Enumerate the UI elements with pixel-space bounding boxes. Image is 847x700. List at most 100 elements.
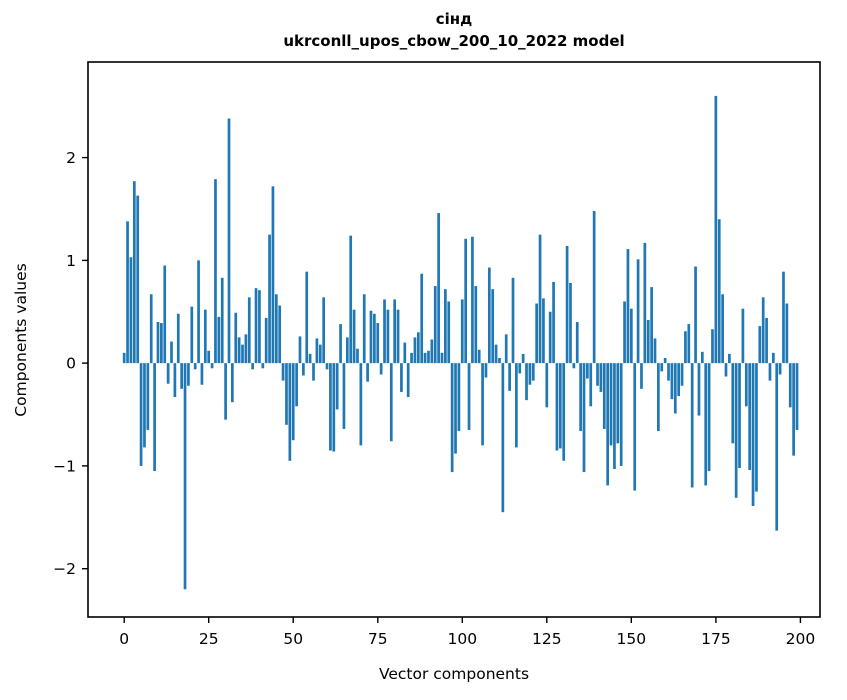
bar: [700, 351, 704, 364]
bar: [724, 363, 728, 377]
bar: [359, 363, 363, 446]
bar: [271, 186, 275, 364]
bar: [542, 298, 545, 364]
bar: [224, 363, 227, 420]
bar: [444, 289, 447, 364]
bar: [447, 301, 451, 364]
bar: [129, 257, 133, 364]
bar: [775, 363, 779, 531]
bar: [126, 221, 129, 364]
bar: [264, 317, 268, 364]
bar: [308, 353, 312, 364]
bar: [596, 363, 599, 386]
bar: [677, 363, 681, 397]
bar: [768, 363, 772, 381]
bar: [416, 332, 420, 364]
bar: [302, 363, 305, 376]
bar: [741, 308, 745, 364]
bar: [785, 303, 789, 364]
bar: [285, 363, 288, 425]
bar: [481, 363, 484, 446]
bar: [626, 249, 630, 364]
bar: [349, 235, 353, 364]
bar: [525, 363, 528, 401]
bar: [373, 313, 376, 364]
bar: [589, 363, 593, 407]
bar: [548, 311, 552, 364]
bar: [234, 312, 238, 364]
bar: [420, 273, 424, 364]
bar: [629, 308, 633, 364]
bar: [579, 363, 582, 431]
bar: [312, 363, 315, 381]
bar: [149, 294, 153, 364]
x-tick-label: 150: [617, 630, 647, 648]
y-axis-label: Components values: [12, 263, 30, 416]
x-tick-label: 200: [786, 630, 816, 648]
y-tick-label: 0: [66, 355, 76, 373]
y-tick-label: 1: [66, 252, 76, 270]
bar: [187, 363, 190, 386]
bar: [214, 179, 217, 364]
bar: [153, 363, 156, 472]
bar: [474, 286, 478, 364]
bar: [430, 339, 434, 364]
bar: [362, 294, 366, 364]
bar: [457, 363, 461, 431]
bar: [778, 363, 782, 375]
bar: [650, 287, 653, 364]
x-tick-label: 50: [283, 630, 303, 648]
bar: [528, 363, 532, 385]
bar: [274, 294, 278, 364]
bar: [190, 306, 194, 364]
bar: [714, 95, 718, 364]
bar: [122, 352, 126, 364]
bar: [146, 363, 150, 430]
bar: [325, 363, 329, 370]
y-tick-label: −1: [53, 457, 76, 475]
bar: [673, 363, 677, 414]
bar: [515, 363, 518, 448]
bar: [761, 297, 765, 364]
bar: [569, 282, 572, 364]
x-tick-label: 100: [448, 630, 478, 648]
bar: [227, 118, 231, 364]
x-tick-label: 125: [532, 630, 562, 648]
bar: [501, 363, 505, 513]
bar: [376, 323, 380, 364]
bar: [721, 294, 724, 364]
bar: [717, 219, 721, 364]
bar: [454, 363, 457, 454]
bar: [170, 341, 173, 364]
bar: [281, 363, 285, 381]
bar: [220, 277, 224, 364]
bar: [291, 363, 295, 441]
bar: [203, 309, 207, 364]
bar: [494, 344, 498, 364]
bar: [623, 301, 626, 364]
bar: [477, 349, 481, 364]
bar: [562, 363, 566, 461]
bar: [707, 363, 711, 472]
bar: [531, 363, 535, 381]
bar: [315, 338, 319, 364]
bar: [460, 299, 464, 364]
bar: [413, 337, 417, 364]
bar: [592, 211, 596, 364]
bar: [613, 363, 616, 469]
bar: [251, 363, 255, 370]
bar: [471, 236, 474, 364]
bar: [329, 363, 332, 451]
bar: [771, 352, 775, 364]
bar: [680, 363, 684, 386]
bar: [176, 313, 180, 364]
bar: [511, 277, 515, 364]
bar: [653, 338, 657, 364]
bar: [660, 363, 664, 372]
bar: [278, 305, 282, 364]
bar: [552, 281, 555, 364]
bar: [751, 363, 755, 506]
bar: [646, 319, 650, 364]
bar: [728, 353, 731, 364]
ticks-group: [82, 156, 802, 623]
